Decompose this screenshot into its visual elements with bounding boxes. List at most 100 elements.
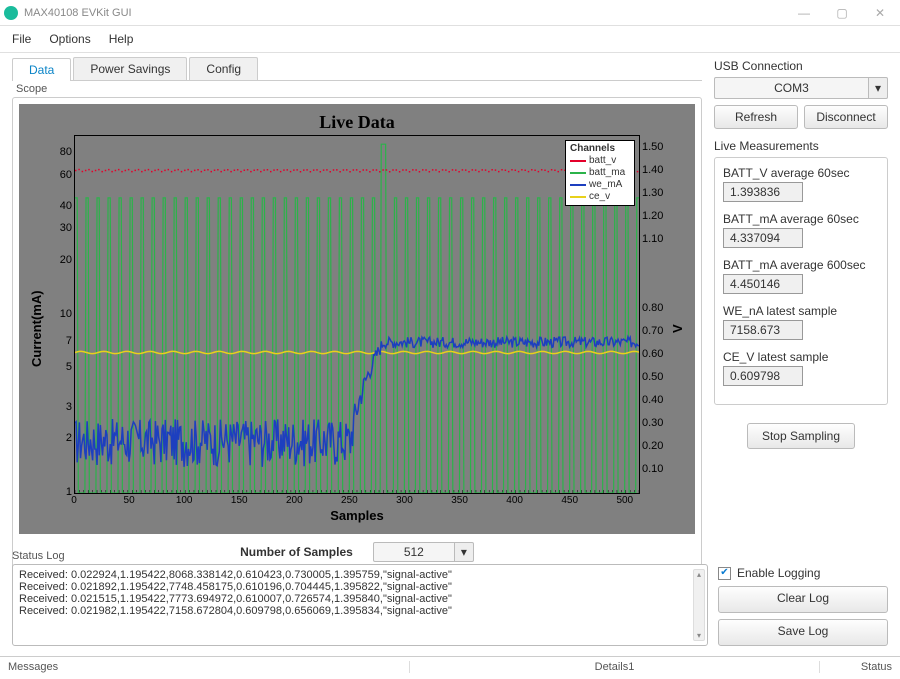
- check-icon: ✔: [718, 567, 731, 580]
- ytick-left: 3: [66, 401, 72, 413]
- ytick-left: 80: [60, 146, 72, 158]
- legend-item-batt_v: batt_v: [570, 155, 630, 167]
- legend-swatch: [570, 172, 586, 174]
- measurement-item: WE_nA latest sample 7158.673: [723, 304, 879, 340]
- tab-config[interactable]: Config: [189, 57, 258, 80]
- app-icon: [4, 6, 18, 20]
- statusbar-messages: Messages: [0, 661, 410, 673]
- chart-title: Live Data: [27, 112, 687, 133]
- ytick-left: 5: [66, 361, 72, 373]
- legend-label: batt_v: [589, 155, 616, 167]
- log-line: Received: 0.021982,1.195422,7158.672804,…: [19, 605, 701, 617]
- measurements-panel: BATT_V average 60sec 1.393836 BATT_mA aver…: [714, 157, 888, 405]
- ytick-right: 0.40: [642, 394, 663, 406]
- com-port-value: COM3: [714, 77, 869, 99]
- xtick: 100: [176, 495, 193, 506]
- enable-logging-checkbox[interactable]: ✔ Enable Logging: [718, 566, 888, 580]
- numsamples-select[interactable]: 512 ▾: [373, 542, 474, 562]
- legend-item-batt_ma: batt_ma: [570, 167, 630, 179]
- scroll-down-icon: ▾: [697, 631, 701, 640]
- chart-plot: Channels batt_vbatt_mawe_mAce_v: [74, 135, 640, 494]
- yaxis-left-ticks: 12357102030406080: [46, 135, 74, 492]
- enable-logging-label: Enable Logging: [737, 566, 820, 580]
- window-title: MAX40108 EVKit GUI: [24, 7, 794, 19]
- log-line: Received: 0.021515,1.195422,7773.694972,…: [19, 593, 701, 605]
- menu-options[interactable]: Options: [49, 32, 90, 46]
- xtick: 0: [71, 495, 77, 506]
- chevron-down-icon: ▾: [869, 77, 888, 99]
- save-log-button[interactable]: Save Log: [718, 619, 888, 646]
- measurement-value: 0.609798: [723, 366, 803, 386]
- tab-power-savings[interactable]: Power Savings: [73, 57, 187, 80]
- legend-label: we_mA: [589, 179, 622, 191]
- xtick: 300: [396, 495, 413, 506]
- live-label: Live Measurements: [714, 139, 888, 153]
- legend-swatch: [570, 160, 586, 162]
- numsamples-value: 512: [373, 542, 455, 562]
- statuslog-textarea[interactable]: Received: 0.022924,1.195422,8068.338142,…: [12, 564, 708, 646]
- log-line: Received: 0.022924,1.195422,8068.338142,…: [19, 569, 701, 581]
- refresh-button[interactable]: Refresh: [714, 105, 798, 129]
- ytick-right: 0.10: [642, 463, 663, 475]
- measurement-label: BATT_mA average 600sec: [723, 258, 879, 272]
- ytick-right: 0.20: [642, 440, 663, 452]
- measurement-label: CE_V latest sample: [723, 350, 879, 364]
- ytick-right: 1.30: [642, 187, 663, 199]
- clear-log-button[interactable]: Clear Log: [718, 586, 888, 613]
- legend-item-ce_v: ce_v: [570, 191, 630, 203]
- titlebar: MAX40108 EVKit GUI — ▢ ✕: [0, 0, 900, 26]
- stop-sampling-button[interactable]: Stop Sampling: [747, 423, 855, 449]
- measurement-item: BATT_V average 60sec 1.393836: [723, 166, 879, 202]
- numsamples-label: Number of Samples: [240, 545, 353, 559]
- measurement-label: WE_nA latest sample: [723, 304, 879, 318]
- legend-label: ce_v: [589, 191, 610, 203]
- measurement-item: CE_V latest sample 0.609798: [723, 350, 879, 386]
- ytick-left: 40: [60, 200, 72, 212]
- ytick-right: 0.70: [642, 325, 663, 337]
- ytick-right: 0.80: [642, 302, 663, 314]
- xtick: 500: [616, 495, 633, 506]
- xaxis-label: Samples: [74, 508, 640, 523]
- tab-data[interactable]: Data: [12, 58, 71, 81]
- xtick: 450: [561, 495, 578, 506]
- com-port-select[interactable]: COM3 ▾: [714, 77, 888, 99]
- measurement-label: BATT_V average 60sec: [723, 166, 879, 180]
- scope-frame: Live Data Current(mA) 12357102030406080 …: [12, 97, 702, 571]
- xtick: 400: [506, 495, 523, 506]
- statusbar-status: Status: [820, 661, 900, 673]
- legend-swatch: [570, 184, 586, 186]
- legend-item-we_ma: we_mA: [570, 179, 630, 191]
- measurement-value: 4.337094: [723, 228, 803, 248]
- maximize-button[interactable]: ▢: [832, 6, 852, 20]
- minimize-button[interactable]: —: [794, 6, 814, 20]
- measurement-value: 1.393836: [723, 182, 803, 202]
- xtick: 250: [341, 495, 358, 506]
- measurement-label: BATT_mA average 60sec: [723, 212, 879, 226]
- legend-label: batt_ma: [589, 167, 625, 179]
- ytick-right: 0.50: [642, 371, 663, 383]
- menu-help[interactable]: Help: [109, 32, 134, 46]
- yaxis-right-ticks: 0.100.200.300.400.500.600.700.801.101.20…: [640, 135, 668, 492]
- xaxis-ticks: 050100150200250300350400450500: [74, 494, 640, 508]
- scroll-up-icon: ▴: [697, 570, 701, 579]
- chevron-down-icon: ▾: [455, 542, 474, 562]
- close-button[interactable]: ✕: [870, 6, 890, 20]
- ytick-left: 30: [60, 222, 72, 234]
- xtick: 200: [286, 495, 303, 506]
- ytick-left: 10: [60, 308, 72, 320]
- menu-file[interactable]: File: [12, 32, 31, 46]
- measurement-value: 7158.673: [723, 320, 803, 340]
- chart-area: Live Data Current(mA) 12357102030406080 …: [19, 104, 695, 534]
- ytick-left: 7: [66, 335, 72, 347]
- ytick-right: 1.40: [642, 164, 663, 176]
- chart-legend: Channels batt_vbatt_mawe_mAce_v: [565, 140, 635, 206]
- ytick-right: 0.60: [642, 348, 663, 360]
- scope-label: Scope: [16, 83, 702, 95]
- ytick-left: 20: [60, 254, 72, 266]
- statuslog-scrollbar[interactable]: ▴ ▾: [693, 569, 705, 641]
- disconnect-button[interactable]: Disconnect: [804, 105, 888, 129]
- ytick-right: 1.10: [642, 233, 663, 245]
- yaxis-right-label: V: [668, 135, 687, 523]
- ytick-left: 60: [60, 169, 72, 181]
- ytick-right: 0.30: [642, 417, 663, 429]
